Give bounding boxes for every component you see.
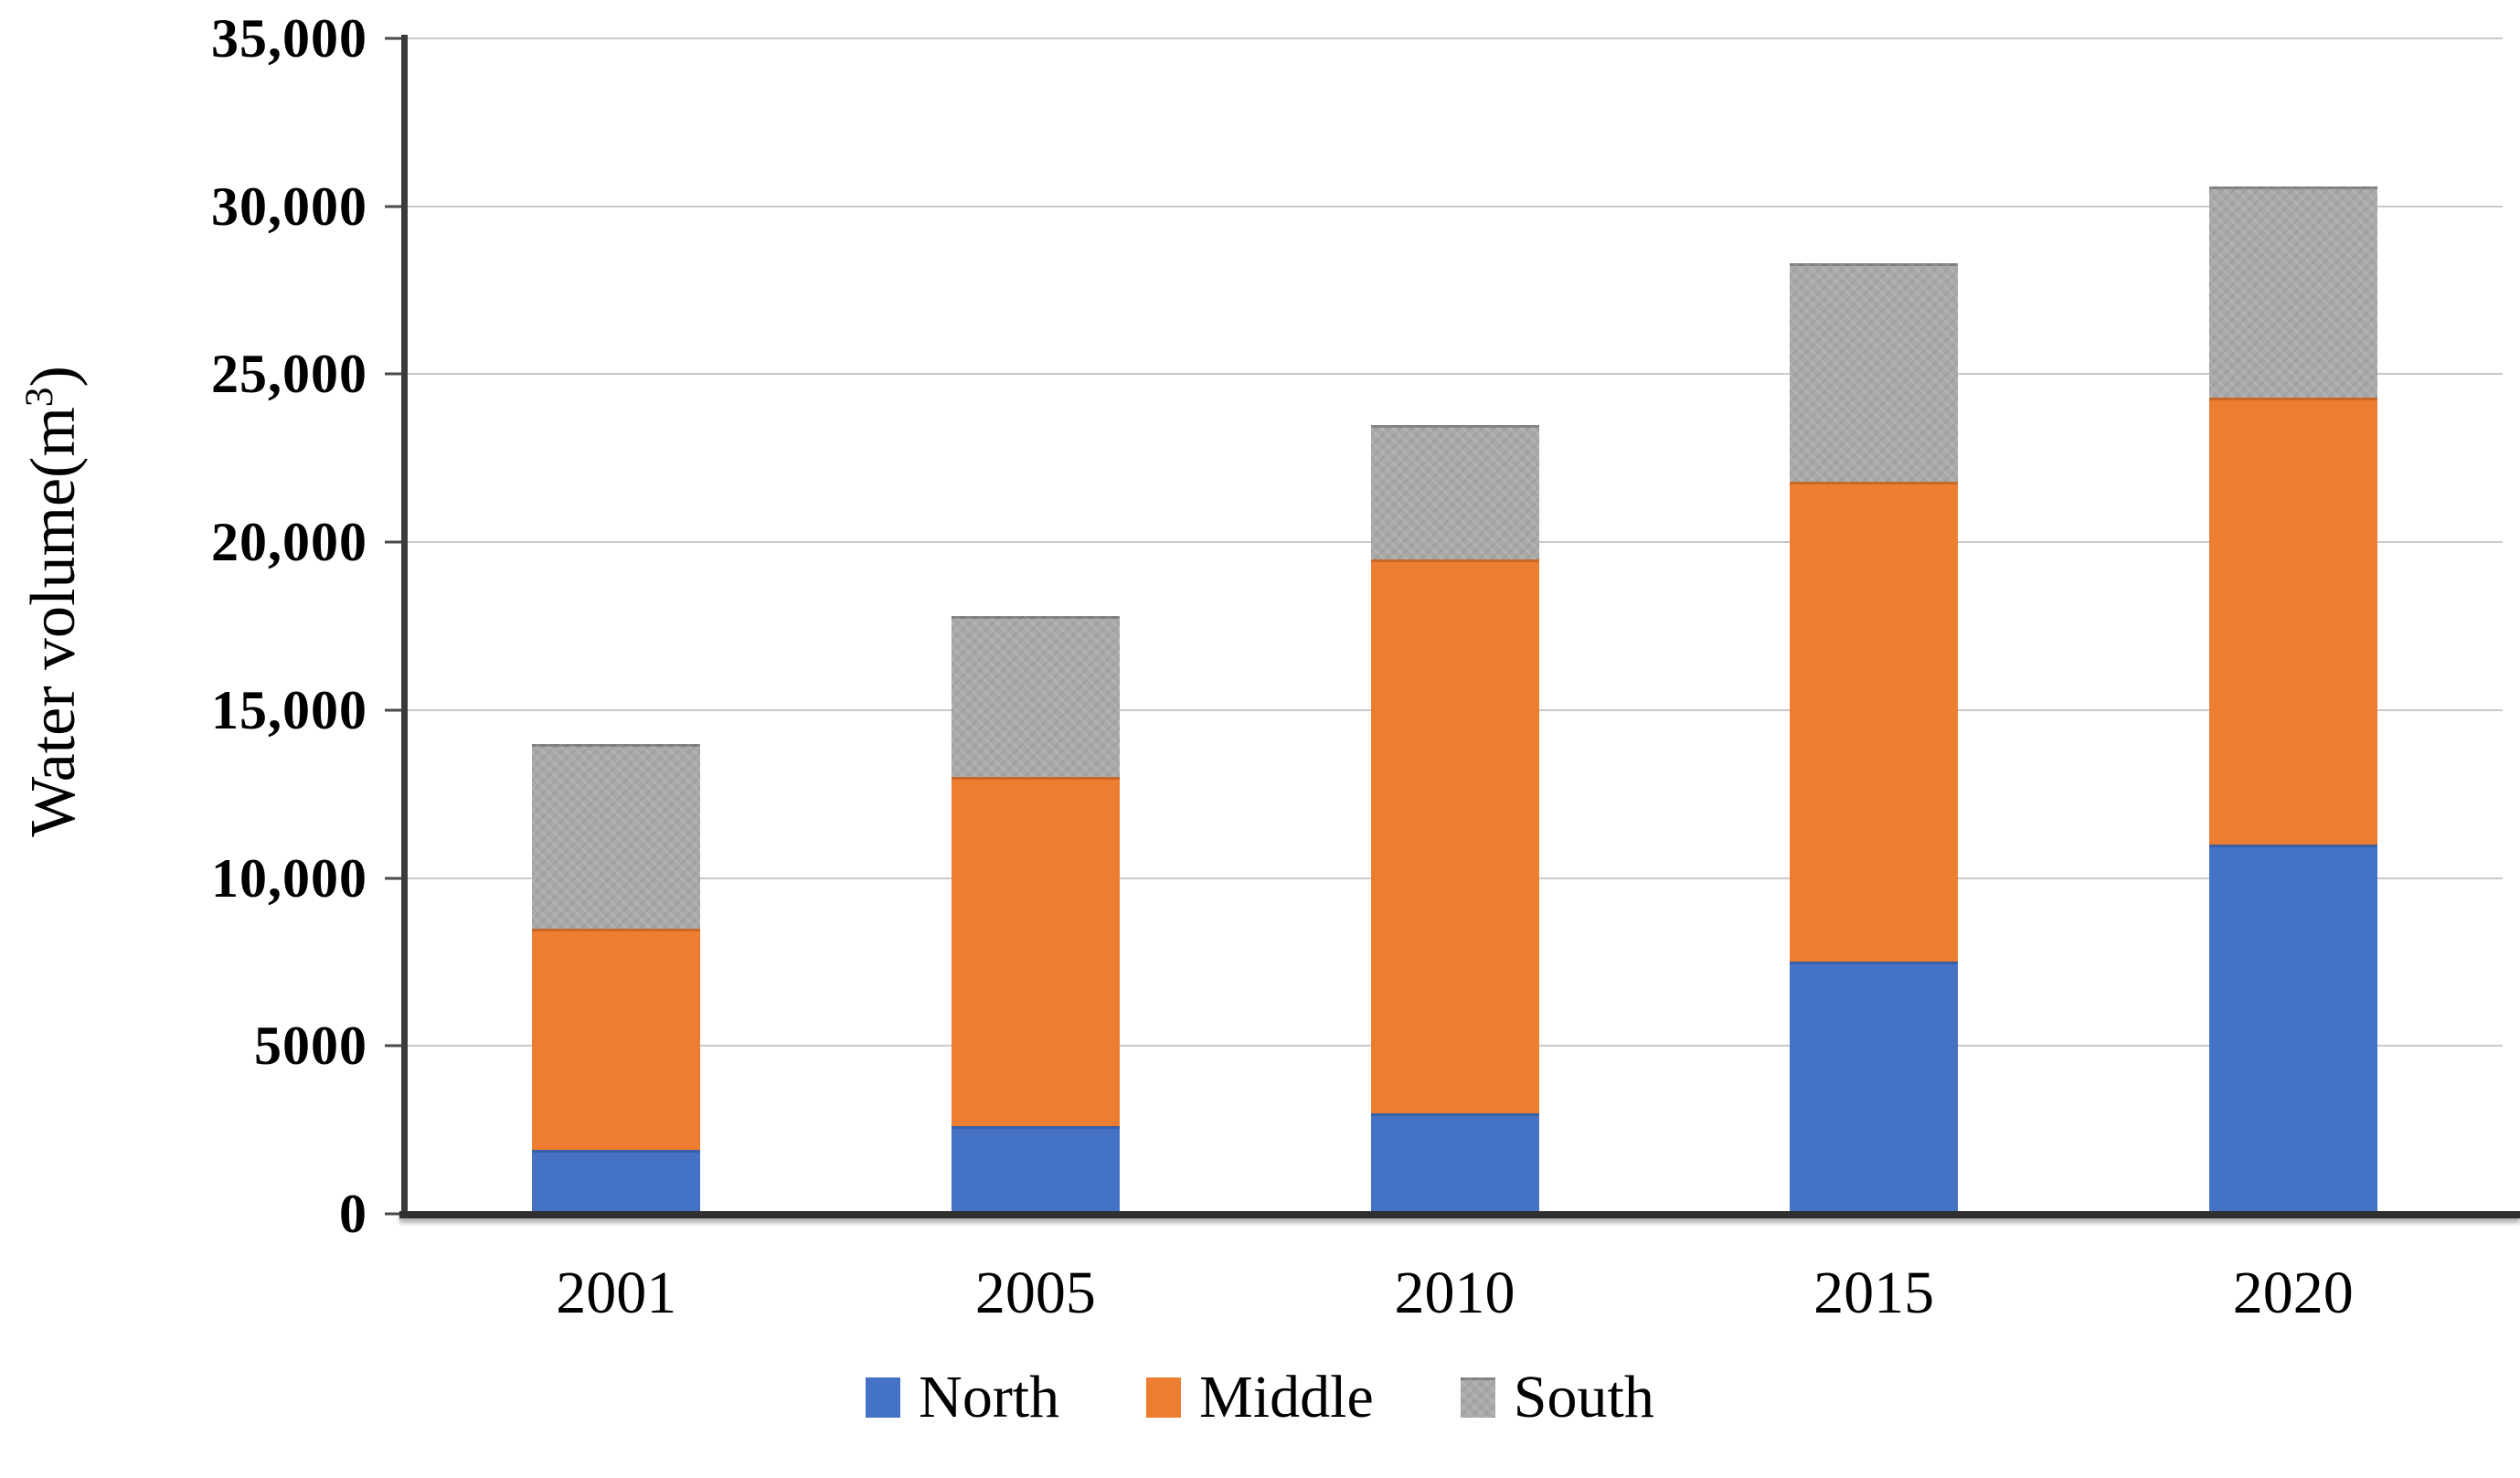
legend: North Middle South (0, 1367, 2520, 1428)
x-tick-label-2020: 2020 (2232, 1260, 2354, 1326)
bar-segment-middle-2015 (1790, 482, 1959, 962)
y-axis-line (401, 35, 408, 1217)
bar-segment-south-2001 (532, 743, 701, 929)
y-axis-tick (385, 37, 408, 40)
bar-2015 (1790, 38, 1959, 1214)
legend-label-middle: Middle (1199, 1364, 1374, 1430)
bar-segment-south-2010 (1370, 424, 1539, 559)
y-axis-tick (385, 1044, 408, 1047)
bar-segment-middle-2001 (532, 928, 701, 1151)
bar-2010 (1370, 38, 1539, 1214)
legend-swatch-south-icon (1460, 1377, 1495, 1418)
y-tick-label: 10,000 (211, 847, 367, 909)
x-tick-label-2010: 2010 (1394, 1260, 1515, 1326)
bar-2005 (951, 38, 1120, 1214)
legend-item-north: North (866, 1367, 1059, 1428)
bar-segment-south-2005 (951, 615, 1120, 778)
y-axis-tick (385, 708, 408, 712)
legend-swatch-middle-icon (1146, 1377, 1182, 1418)
bar-segment-middle-2010 (1370, 558, 1539, 1113)
x-tick-label-2001: 2001 (556, 1260, 677, 1326)
bar-segment-north-2005 (951, 1126, 1120, 1214)
y-axis-tick (385, 877, 408, 880)
y-tick-label: 30,000 (211, 175, 367, 237)
x-axis-line (399, 1211, 2520, 1218)
y-axis-tick (385, 1212, 408, 1216)
y-tick-label: 15,000 (211, 679, 367, 740)
bar-segment-south-2020 (2208, 186, 2377, 399)
y-axis-tick-marks (385, 37, 408, 1216)
y-tick-label: 20,000 (211, 512, 367, 573)
y-tick-label: 25,000 (211, 344, 367, 405)
y-axis-tick (385, 372, 408, 376)
plot-area (407, 37, 2503, 1214)
y-tick-label: 35,000 (211, 8, 367, 69)
legend-label-south: South (1513, 1364, 1654, 1430)
y-axis-tick-labels: 0 5000 10,000 15,000 20,000 25,000 30,000 35,00… (0, 11, 380, 1241)
legend-label-north: North (919, 1364, 1060, 1430)
legend-item-middle: Middle (1146, 1367, 1374, 1428)
y-axis-tick (385, 205, 408, 208)
bar-segment-north-2020 (2208, 844, 2377, 1214)
bar-segment-middle-2020 (2208, 398, 2377, 845)
legend-swatch-north-icon (866, 1377, 901, 1418)
y-tick-label: 5000 (254, 1015, 367, 1077)
gridline (407, 205, 2503, 207)
legend-item-south: South (1460, 1364, 1654, 1430)
x-tick-label-2015: 2015 (1813, 1260, 1935, 1326)
y-tick-label: 0 (339, 1184, 367, 1244)
x-tick-label-2005: 2005 (974, 1260, 1096, 1326)
x-axis-tick-labels: 2001 2005 2010 2015 2020 (407, 1263, 2503, 1345)
y-axis-tick (385, 540, 408, 544)
gridline (407, 373, 2503, 376)
bar-segment-north-2015 (1790, 962, 1959, 1214)
bar-segment-middle-2005 (951, 777, 1120, 1127)
bar-2001 (532, 38, 701, 1214)
bar-segment-north-2010 (1370, 1112, 1539, 1214)
bar-segment-south-2015 (1790, 263, 1959, 483)
gridline (407, 37, 2503, 39)
bar-segment-north-2001 (532, 1150, 701, 1214)
bar-2020 (2208, 38, 2377, 1214)
